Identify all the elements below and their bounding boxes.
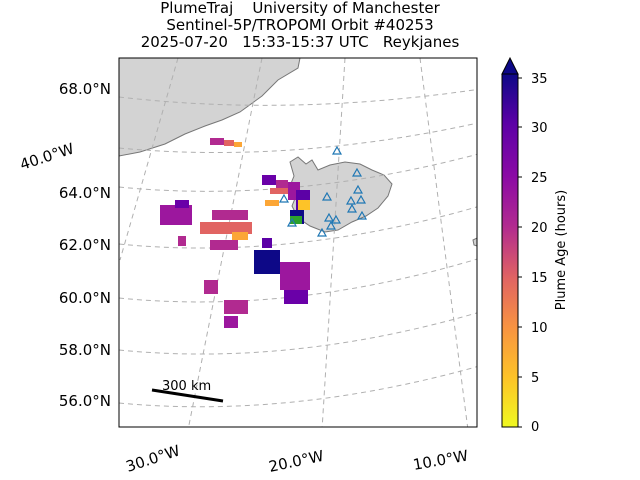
title-line-1: PlumeTraj University of Manchester: [160, 0, 440, 17]
lon-label-40: 40.0°W: [18, 139, 77, 173]
lat-label-56: 56.0°N: [59, 392, 111, 410]
faroe-land: [472, 237, 477, 247]
map-title: PlumeTraj University of Manchester Senti…: [0, 0, 600, 51]
lat-label-62: 62.0°N: [59, 236, 111, 254]
colorbar-label: Plume Age (hours): [554, 190, 569, 310]
lat-label-68: 68.0°N: [59, 80, 111, 98]
lon-label-20: 20.0°W: [267, 447, 325, 476]
plume-pixels: [160, 138, 310, 328]
iceland-land: [289, 156, 393, 233]
colorbar-ticks: 0 5 10 15 20 25 30 35: [518, 72, 548, 435]
greenland-land: [119, 58, 301, 157]
lat-label-58: 58.0°N: [59, 341, 111, 359]
map-frame: [118, 57, 478, 428]
cb-tick-35: 35: [531, 72, 548, 87]
colorbar-ramp: [501, 73, 519, 428]
latitude-gridlines: [119, 88, 477, 408]
cb-tick-15: 15: [531, 271, 548, 286]
lon-label-30: 30.0°W: [124, 441, 183, 475]
title-line-2: Sentinel-5P/TROPOMI Orbit #40253: [166, 16, 434, 34]
map-area: 300 km: [119, 58, 477, 427]
cb-tick-0: 0: [531, 420, 539, 435]
scale-bar-line: [151, 388, 224, 403]
cb-tick-25: 25: [531, 171, 548, 186]
cb-tick-5: 5: [531, 371, 539, 386]
lat-label-60: 60.0°N: [59, 289, 111, 307]
cb-tick-30: 30: [531, 121, 548, 136]
cb-tick-10: 10: [531, 321, 548, 336]
colorbar-extend-arrow: [501, 56, 519, 75]
longitude-labels: 30.0°W 20.0°W 10.0°W: [124, 441, 470, 476]
latitude-labels: 68.0°N 64.0°N 62.0°N 60.0°N 58.0°N 56.0°…: [59, 80, 111, 410]
scale-bar-label: 300 km: [162, 379, 211, 394]
volcano-markers: [278, 145, 368, 237]
cb-tick-20: 20: [531, 221, 548, 236]
lat-label-64: 64.0°N: [59, 184, 111, 202]
lon-label-10: 10.0°W: [412, 447, 470, 474]
colorbar: 0 5 10 15 20 25 30 35 Plume Age (hours): [501, 56, 569, 435]
title-line-3: 2025-07-20 15:33-15:37 UTC Reykjanes: [140, 33, 460, 51]
